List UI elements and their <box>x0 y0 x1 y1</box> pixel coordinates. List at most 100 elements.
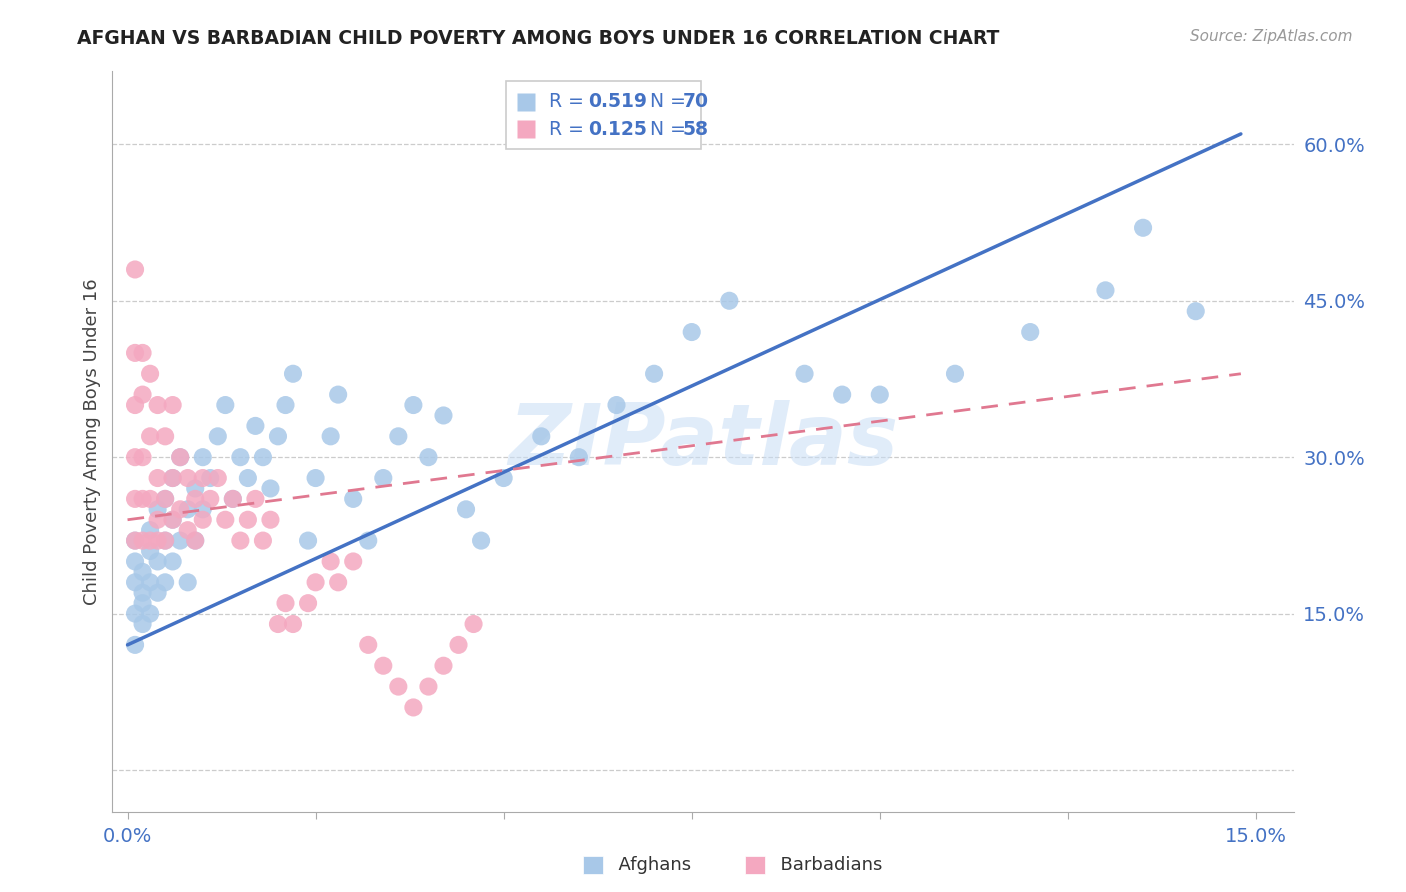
Point <box>304 575 326 590</box>
Point <box>605 398 627 412</box>
Point <box>177 502 200 516</box>
Text: 58: 58 <box>683 120 709 138</box>
Point <box>259 513 281 527</box>
Point <box>177 575 200 590</box>
Point <box>328 575 350 590</box>
Point <box>267 617 290 632</box>
Text: AFGHAN VS BARBADIAN CHILD POVERTY AMONG BOYS UNDER 16 CORRELATION CHART: AFGHAN VS BARBADIAN CHILD POVERTY AMONG … <box>77 29 1000 48</box>
Point <box>169 450 191 465</box>
Point <box>139 429 162 443</box>
Point <box>191 450 214 465</box>
Point <box>184 533 207 548</box>
Point <box>373 658 395 673</box>
Point <box>124 262 146 277</box>
Point <box>470 533 492 548</box>
Point <box>146 554 169 568</box>
Point <box>943 367 966 381</box>
Point <box>124 398 146 412</box>
Point <box>1094 283 1116 297</box>
Point <box>387 680 409 694</box>
Point <box>184 482 207 496</box>
Point <box>214 513 236 527</box>
Point <box>146 502 169 516</box>
Point <box>153 429 176 443</box>
Point <box>214 398 236 412</box>
Y-axis label: Child Poverty Among Boys Under 16: Child Poverty Among Boys Under 16 <box>83 278 101 605</box>
Point <box>304 471 326 485</box>
Point <box>274 398 297 412</box>
Point <box>869 387 891 401</box>
Point <box>131 491 153 506</box>
Point <box>402 700 425 714</box>
Point <box>153 491 176 506</box>
Point <box>139 607 162 621</box>
Point <box>297 596 319 610</box>
Point <box>124 533 146 548</box>
Point <box>319 554 342 568</box>
Point <box>222 491 245 506</box>
Point <box>131 565 153 579</box>
Point <box>139 544 162 558</box>
Point <box>281 367 304 381</box>
Point <box>236 471 259 485</box>
Point <box>568 450 591 465</box>
Point <box>530 429 553 443</box>
Point <box>387 429 409 443</box>
Point <box>131 586 153 600</box>
Point <box>146 533 169 548</box>
Point <box>124 638 146 652</box>
Point <box>643 367 665 381</box>
Point <box>177 471 200 485</box>
Point <box>139 491 162 506</box>
Point <box>418 450 440 465</box>
Point <box>169 533 191 548</box>
Point <box>373 471 395 485</box>
Point <box>139 523 162 537</box>
Point <box>245 491 267 506</box>
Point <box>124 554 146 568</box>
Point <box>432 658 454 673</box>
Text: R =: R = <box>550 120 591 138</box>
Point <box>319 429 342 443</box>
Point <box>162 471 184 485</box>
Text: Afghans: Afghans <box>607 856 692 874</box>
Point <box>177 523 200 537</box>
Point <box>139 367 162 381</box>
Point <box>191 502 214 516</box>
Point <box>184 533 207 548</box>
Point <box>402 398 425 412</box>
Point <box>252 450 274 465</box>
Point <box>681 325 703 339</box>
Text: 0.125: 0.125 <box>589 120 647 138</box>
Point <box>162 513 184 527</box>
Point <box>169 450 191 465</box>
Point <box>153 533 176 548</box>
Point <box>222 491 245 506</box>
Point <box>162 471 184 485</box>
Point <box>492 471 515 485</box>
Text: R =: R = <box>550 92 591 112</box>
Point <box>200 491 222 506</box>
Point <box>131 596 153 610</box>
Point <box>146 471 169 485</box>
Point <box>191 513 214 527</box>
Point <box>259 482 281 496</box>
Point <box>207 471 229 485</box>
Point <box>162 554 184 568</box>
Text: 70: 70 <box>683 92 709 112</box>
Point <box>342 491 364 506</box>
Text: N =: N = <box>638 92 692 112</box>
Point <box>169 502 191 516</box>
Point <box>229 533 252 548</box>
Point <box>124 533 146 548</box>
Point <box>146 513 169 527</box>
Point <box>124 346 146 360</box>
Point <box>184 491 207 506</box>
Point <box>463 617 485 632</box>
Text: Barbadians: Barbadians <box>769 856 883 874</box>
Point <box>153 491 176 506</box>
Point <box>1184 304 1206 318</box>
Text: ZIPatlas: ZIPatlas <box>508 400 898 483</box>
Point <box>229 450 252 465</box>
Point <box>432 409 454 423</box>
